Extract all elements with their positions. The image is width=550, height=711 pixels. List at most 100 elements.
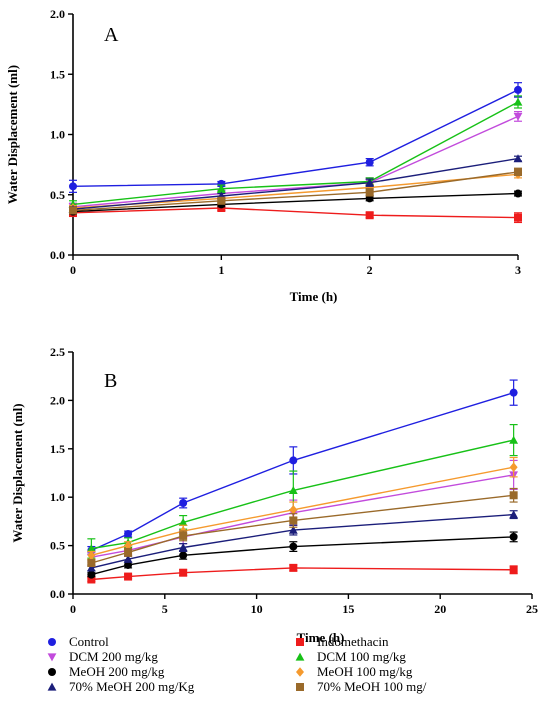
y-tick-label: 1.0: [50, 490, 65, 504]
series-line: [91, 567, 514, 581]
x-tick-label: 5: [162, 602, 168, 616]
panel-letter: B: [104, 370, 117, 392]
data-point: [514, 189, 522, 198]
data-point: [87, 575, 96, 584]
data-point: [124, 560, 133, 569]
legend-marker: [295, 652, 305, 661]
data-point: [217, 179, 226, 188]
series-line: [72, 207, 519, 219]
series-line: [72, 101, 519, 206]
panel-letter: A: [104, 24, 119, 46]
y-tick-label: 0.5: [50, 188, 65, 202]
legend-item-control: Control: [48, 634, 109, 649]
data-point: [123, 554, 133, 563]
legend-marker: [296, 638, 304, 646]
legend: Control Indomethacin DCM 200 mg/kg DCM 100 …: [47, 634, 427, 694]
y-tick-label: 1.0: [50, 128, 65, 142]
y-tick-label: 0.0: [50, 248, 65, 262]
data-point: [178, 517, 188, 526]
y-tick-label: 2.0: [50, 7, 65, 21]
data-point: [69, 206, 77, 215]
x-tick-label: 10: [251, 602, 263, 616]
legend-item-indomethacin: Indomethacin: [296, 634, 389, 649]
legend-label: Indomethacin: [317, 634, 389, 649]
legend-item-meoh-100-mg-kg: MeOH 100 mg/kg: [296, 664, 413, 679]
x-tick-label: 0: [70, 263, 76, 277]
data-point: [179, 551, 188, 560]
x-axis-title: Time (h): [297, 630, 345, 645]
data-point: [86, 563, 96, 572]
legend-label: DCM 200 mg/kg: [69, 649, 158, 664]
series-70-meoh-100-mg-: [69, 167, 522, 215]
legend-marker: [296, 683, 304, 691]
series-dcm-100-mg-kg: [68, 95, 523, 209]
data-point: [289, 456, 298, 465]
data-point: [178, 543, 188, 552]
legend-item-dcm-200-mg-kg: DCM 200 mg/kg: [47, 649, 158, 664]
data-point: [509, 388, 518, 397]
x-tick-label: 25: [526, 602, 538, 616]
legend-label: MeOH 200 mg/kg: [69, 664, 165, 679]
legend-item-70-meoh-200-mg-kg: 70% MeOH 200 mg/Kg: [47, 679, 195, 694]
legend-label: 70% MeOH 100 mg/: [317, 679, 427, 694]
data-point: [289, 563, 298, 572]
data-point: [288, 486, 298, 495]
y-axis-title: Water Displacement (ml): [5, 65, 20, 204]
y-tick-label: 2.5: [50, 345, 65, 359]
series-line: [72, 89, 519, 187]
data-point: [365, 188, 374, 197]
series-control: [69, 82, 522, 193]
series-line: [91, 439, 514, 550]
chart-panel-a: 0.0 0.5 1.0 1.5 2.0 0 1 2 3 Time (h) Water Displac…: [5, 7, 523, 304]
legend-item-meoh-200-mg-kg: MeOH 200 mg/kg: [48, 664, 165, 679]
y-tick-label: 0.5: [50, 539, 65, 553]
legend-label: Control: [69, 634, 109, 649]
legend-item-dcm-100-mg-kg: DCM 100 mg/kg: [295, 649, 406, 664]
data-point: [289, 504, 298, 515]
series-control: [87, 379, 518, 555]
data-point: [86, 544, 96, 553]
data-point: [124, 572, 133, 581]
data-point: [288, 525, 298, 534]
data-point: [509, 510, 519, 519]
data-point: [289, 542, 298, 551]
x-tick-label: 15: [342, 602, 354, 616]
x-tick-label: 2: [367, 263, 373, 277]
x-tick-label: 1: [218, 263, 224, 277]
series-indomethacin: [87, 563, 518, 584]
data-point: [179, 531, 188, 540]
data-point: [365, 158, 374, 167]
x-axis-title: Time (h): [290, 289, 338, 304]
data-point: [514, 213, 522, 222]
data-point: [513, 154, 523, 163]
series-line: [72, 115, 519, 208]
data-point: [179, 499, 188, 508]
data-point: [87, 559, 96, 568]
y-tick-label: 0.0: [50, 587, 65, 601]
data-point: [513, 97, 523, 106]
series-line: [91, 392, 514, 552]
legend-marker: [48, 638, 56, 646]
data-point: [365, 211, 374, 220]
series-line: [72, 171, 519, 212]
data-point: [87, 570, 96, 579]
data-point: [509, 462, 518, 472]
y-tick-label: 2.0: [50, 393, 65, 407]
data-point: [179, 568, 188, 577]
legend-marker: [48, 668, 56, 676]
legend-label: 70% MeOH 200 mg/Kg: [69, 679, 195, 694]
legend-label: DCM 100 mg/kg: [317, 649, 406, 664]
series-line: [72, 157, 519, 210]
chart-panel-b: 0.0 0.5 1.0 1.5 2.0 2.5 0 5 10 15 20 25 Time (h) Wate…: [10, 345, 538, 645]
data-point: [365, 182, 374, 193]
data-point: [217, 196, 226, 205]
data-point: [69, 182, 77, 191]
x-tick-label: 0: [70, 602, 76, 616]
data-point: [124, 529, 133, 538]
data-point: [509, 491, 518, 500]
series-line: [72, 192, 519, 213]
data-point: [514, 85, 522, 94]
legend-marker: [296, 667, 304, 677]
